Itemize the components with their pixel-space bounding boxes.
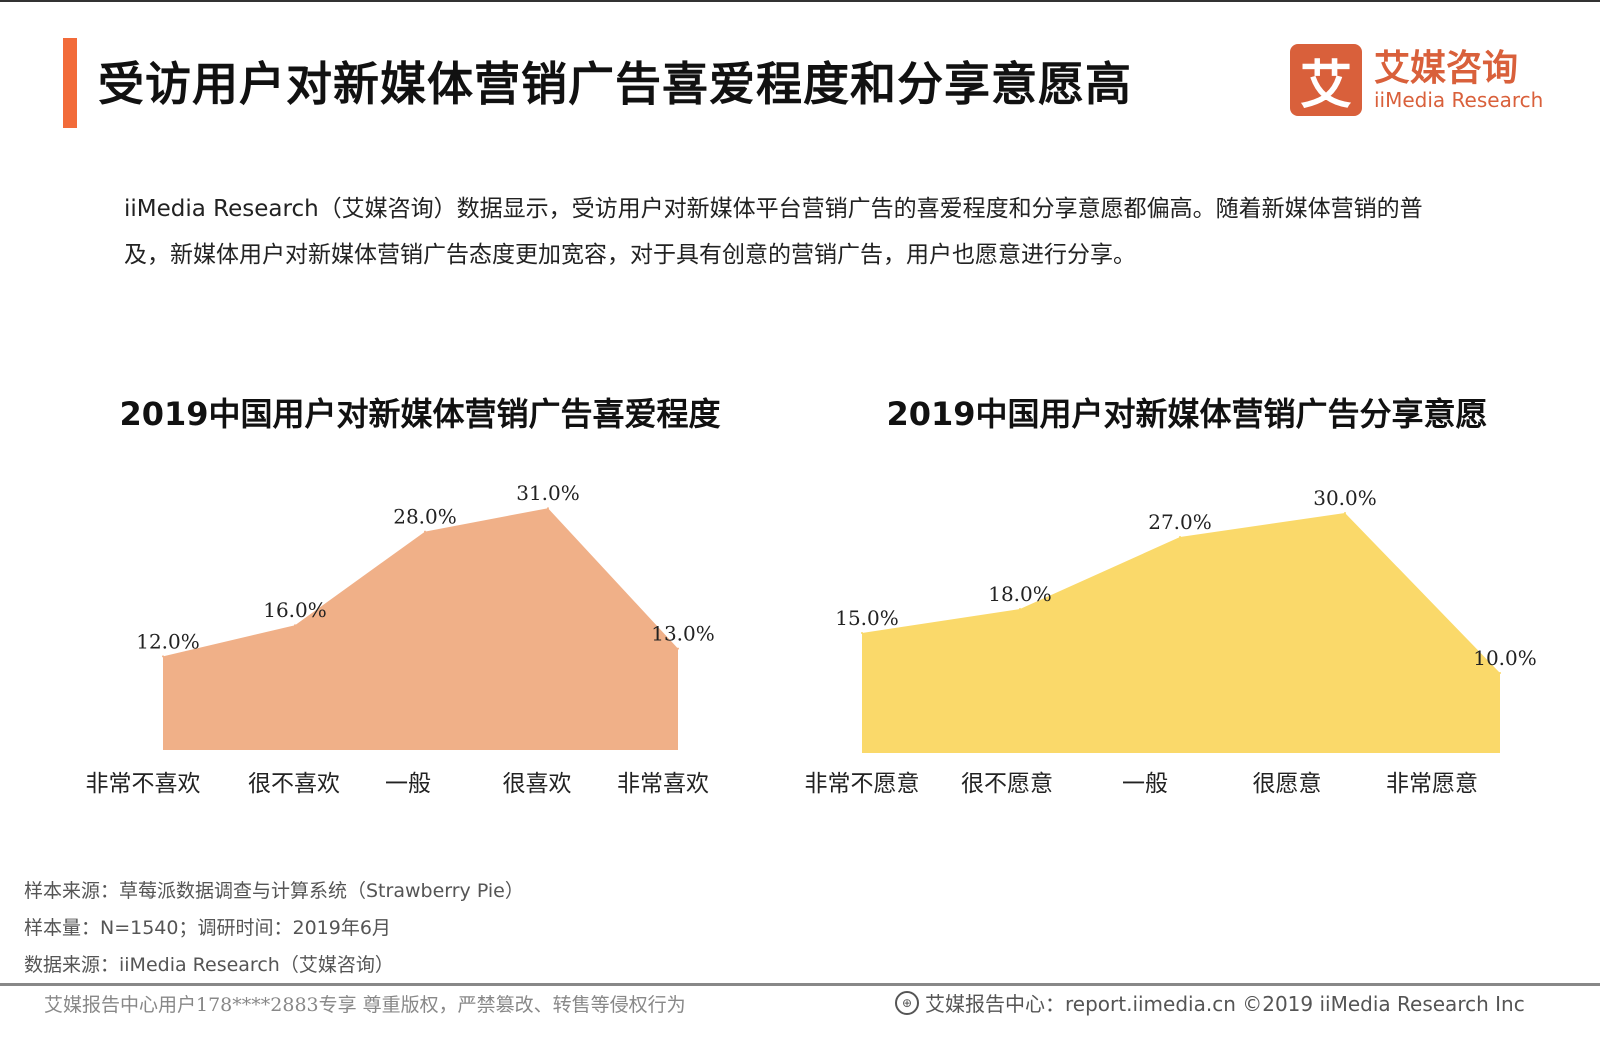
iimedia-logo: 艾 艾媒咨询 iiMedia Research xyxy=(1290,44,1543,116)
data-point xyxy=(1499,672,1501,674)
data-point xyxy=(424,530,426,533)
logo-mark-icon: 艾 xyxy=(1290,44,1362,116)
category-label: 一般 xyxy=(385,771,431,797)
category-label: 很愿意 xyxy=(1253,771,1322,797)
footer-divider xyxy=(0,983,1600,986)
footer-site: ⊕ 艾媒报告中心：report.iimedia.cn ©2019 iiMedia … xyxy=(895,988,1525,1017)
data-source: 数据来源：iiMedia Research（艾媒咨询） xyxy=(24,954,394,976)
data-point xyxy=(162,655,164,658)
data-label: 18.0% xyxy=(988,582,1052,606)
data-label: 28.0% xyxy=(393,505,457,529)
logo-cn: 艾媒咨询 xyxy=(1374,48,1519,89)
data-label: 16.0% xyxy=(263,598,327,622)
area-series xyxy=(862,513,1500,753)
category-label: 很不喜欢 xyxy=(248,771,340,797)
chart-title: 2019中国用户对新媒体营销广告分享意愿 xyxy=(886,395,1487,433)
data-point xyxy=(1019,608,1021,610)
data-point xyxy=(1344,512,1346,514)
category-label: 很不愿意 xyxy=(961,771,1053,797)
data-label: 27.0% xyxy=(1148,510,1212,534)
category-label: 很喜欢 xyxy=(503,771,572,797)
data-point xyxy=(294,624,296,627)
top-divider xyxy=(0,0,1600,2)
data-label: 12.0% xyxy=(136,629,200,653)
sample-source: 样本来源：草莓派数据调查与计算系统（Strawberry Pie） xyxy=(24,880,524,902)
data-label: 15.0% xyxy=(835,606,899,630)
footer-copyright-notice: 艾媒报告中心用户178****2883专享 尊重版权，严禁篡改、转售等侵权行为 xyxy=(44,994,686,1016)
chart-title: 2019中国用户对新媒体营销广告喜爱程度 xyxy=(119,395,720,433)
description: iiMedia Research（艾媒咨询）数据显示，受访用户对新媒体平台营销广… xyxy=(124,196,1423,268)
data-label: 10.0% xyxy=(1473,646,1537,670)
data-point xyxy=(1179,536,1181,538)
data-point xyxy=(677,647,679,650)
sample-size: 样本量：N=1540；调研时间：2019年6月 xyxy=(24,917,391,939)
page-title: 受访用户对新媒体营销广告喜爱程度和分享意愿高 xyxy=(98,57,1132,111)
footer-site-text[interactable]: 艾媒报告中心：report.iimedia.cn ©2019 iiMedia R… xyxy=(925,992,1525,1016)
category-label: 非常不愿意 xyxy=(805,771,920,797)
category-label: 非常愿意 xyxy=(1386,771,1478,797)
data-label: 31.0% xyxy=(516,481,580,505)
category-label: 非常喜欢 xyxy=(617,771,709,797)
data-label: 30.0% xyxy=(1313,486,1377,510)
category-label: 一般 xyxy=(1122,771,1168,797)
logo-en: iiMedia Research xyxy=(1374,88,1544,112)
globe-icon: ⊕ xyxy=(895,990,919,1015)
title-accent-bar xyxy=(63,38,77,128)
data-label: 13.0% xyxy=(651,622,715,646)
data-point xyxy=(547,507,549,510)
data-point xyxy=(861,632,863,634)
category-label: 非常不喜欢 xyxy=(86,771,201,797)
area-series xyxy=(163,508,678,750)
